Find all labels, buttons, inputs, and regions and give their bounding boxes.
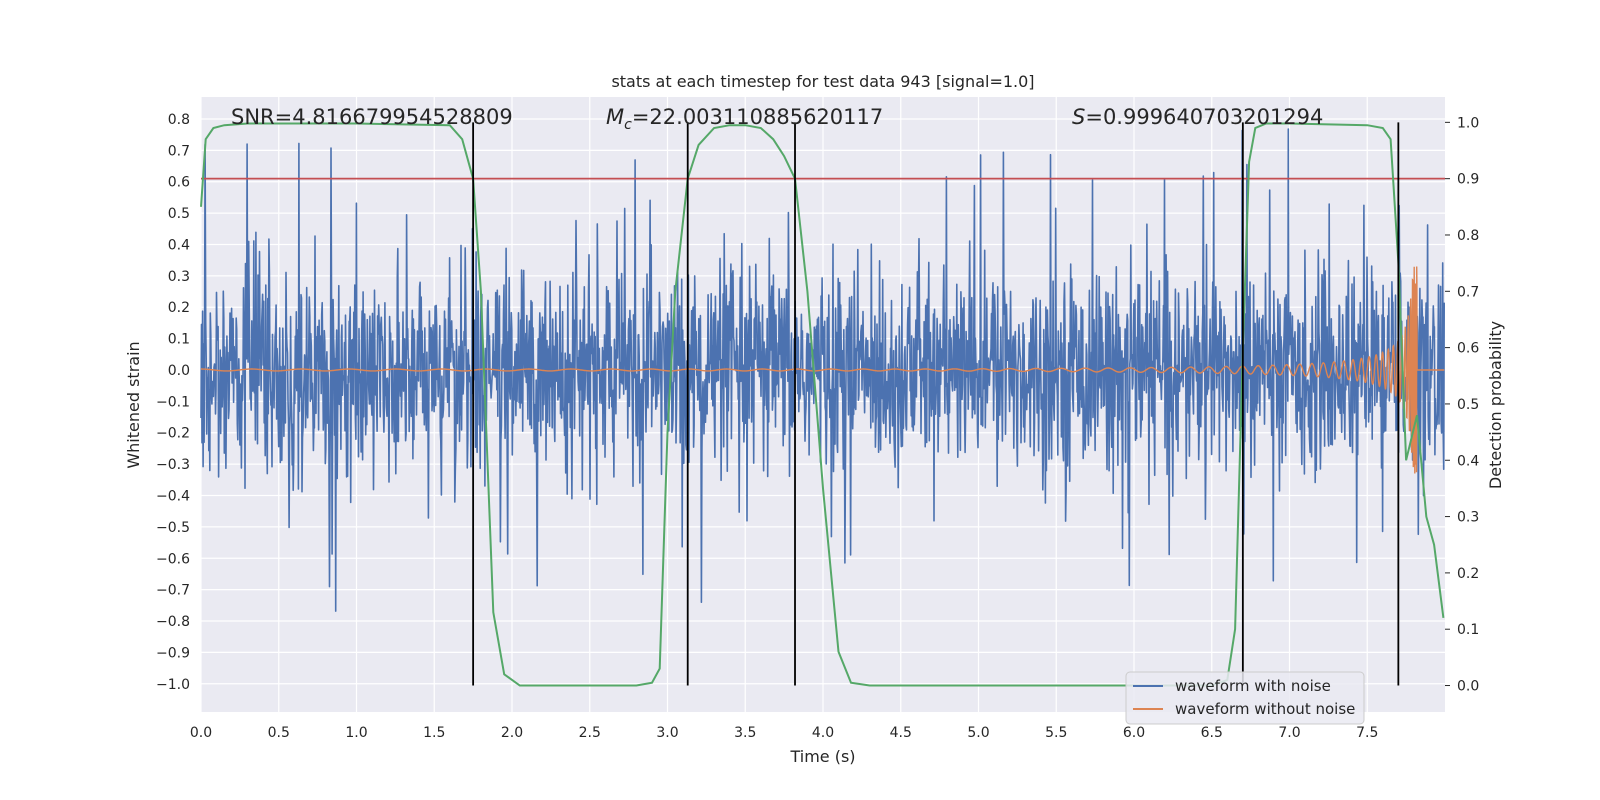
y-tick-label: −0.1 <box>156 394 190 410</box>
legend-label-noise: waveform with noise <box>1175 677 1331 695</box>
x-tick-label: 2.0 <box>501 725 523 741</box>
snr-annotation: SNR=4.816679954528809 <box>231 105 513 129</box>
x-tick-label: 3.5 <box>734 725 756 741</box>
y-tick-label: −0.8 <box>156 614 190 630</box>
s-value: =0.999640703201294 <box>1085 105 1323 129</box>
y-right-tick-label: 0.2 <box>1457 566 1479 582</box>
x-tick-label: 3.0 <box>656 725 678 741</box>
x-tick-label: 6.5 <box>1201 725 1223 741</box>
x-axis-label: Time (s) <box>789 747 855 766</box>
y-tick-label: −0.2 <box>156 426 190 442</box>
x-tick-label: 2.5 <box>579 725 601 741</box>
y-tick-labels: 0.8 0.7 0.6 0.5 0.4 0.3 0.2 0.1 0.0 −0.1 −0.2 −0.3 −… <box>156 112 190 693</box>
y-tick-label: 0.8 <box>168 112 190 128</box>
x-tick-label: 4.5 <box>890 725 912 741</box>
chirp-mass-value: =22.003110885620117 <box>632 105 883 129</box>
y-right-tick-label: 0.8 <box>1457 228 1479 244</box>
x-tick-label: 5.0 <box>967 725 989 741</box>
chirp-mass-subscript: c <box>624 117 632 133</box>
x-tick-label: 7.5 <box>1356 725 1378 741</box>
y-tick-label: 0.1 <box>168 332 190 348</box>
y-tick-label: 0.6 <box>168 175 190 191</box>
chirp-mass-annotation: Mc=22.003110885620117 <box>606 105 883 133</box>
s-annotation: S=0.999640703201294 <box>1072 105 1323 129</box>
y-tick-label: 0.5 <box>168 206 190 222</box>
x-tick-label: 0.5 <box>268 725 290 741</box>
vertical-markers <box>472 122 1400 686</box>
chirp-mass-symbol: M <box>606 105 624 129</box>
y-axis-label: Whitened strain <box>124 341 143 468</box>
y-right-tick-label: 0.3 <box>1457 510 1479 526</box>
y-tick-label: −0.7 <box>156 583 190 599</box>
clean-waveform-line <box>201 266 1445 474</box>
y-tick-label: −0.3 <box>156 457 190 473</box>
detection-probability-line <box>200 122 1445 687</box>
x-tick-label: 4.0 <box>812 725 834 741</box>
s-symbol: S <box>1072 105 1085 129</box>
y-right-tick-label: 0.6 <box>1457 341 1479 357</box>
y-right-tick-label: 0.5 <box>1457 397 1479 413</box>
noise-waveform-line <box>200 128 1445 612</box>
y-tick-label: 0.0 <box>168 363 190 379</box>
x-tick-label: 6.0 <box>1123 725 1145 741</box>
y-right-tick-labels: 1.0 0.9 0.8 0.7 0.6 0.5 0.4 0.3 0.2 0.1 0.0 <box>1445 115 1479 695</box>
y-right-tick-label: 1.0 <box>1457 115 1479 131</box>
series-waveform-with-noise <box>200 128 1445 612</box>
y-right-axis-label: Detection probability <box>1486 321 1505 489</box>
y-tick-label: −0.9 <box>156 645 190 661</box>
y-tick-label: −0.5 <box>156 520 190 536</box>
x-tick-label: 7.0 <box>1278 725 1300 741</box>
x-tick-label: 5.5 <box>1045 725 1067 741</box>
x-tick-label: 1.5 <box>423 725 445 741</box>
legend-box <box>1125 671 1365 725</box>
y-tick-label: 0.7 <box>168 143 190 159</box>
x-tick-label: 1.0 <box>345 725 367 741</box>
y-tick-label: 0.2 <box>168 300 190 316</box>
y-right-tick-label: 0.1 <box>1457 622 1479 638</box>
y-right-tick-label: 0.9 <box>1457 172 1479 188</box>
y-right-tick-label: 0.4 <box>1457 453 1479 469</box>
y-tick-label: −1.0 <box>156 677 190 693</box>
legend-label-clean: waveform without noise <box>1175 700 1355 718</box>
chart-title: stats at each timestep for test data 943… <box>611 72 1034 91</box>
y-tick-label: −0.6 <box>156 551 190 567</box>
y-right-tick-label: 0.7 <box>1457 284 1479 300</box>
series-waveform-without-noise <box>201 266 1445 474</box>
x-tick-labels: 0.0 0.5 1.0 1.5 2.0 2.5 3.0 3.5 4.0 4.5 5.0 5.5 6.0 6… <box>190 725 1379 741</box>
legend: waveform with noise waveform without noi… <box>1125 671 1365 725</box>
x-tick-label: 0.0 <box>190 725 212 741</box>
y-right-tick-label: 0.0 <box>1457 679 1479 695</box>
y-tick-label: 0.3 <box>168 269 190 285</box>
y-tick-label: 0.4 <box>168 237 190 253</box>
y-tick-label: −0.4 <box>156 488 190 504</box>
series-detection-probability <box>200 122 1445 687</box>
